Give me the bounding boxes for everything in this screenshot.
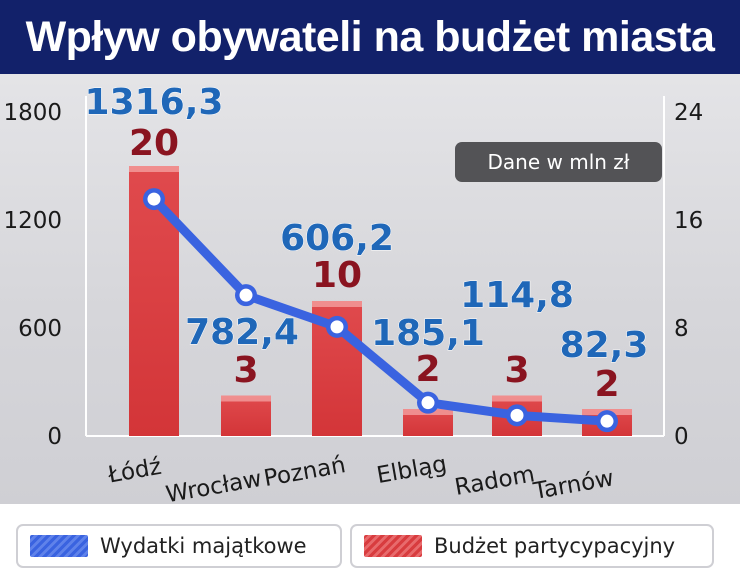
y-right-tick-label: 0	[674, 424, 689, 450]
y-right-tick-label: 16	[674, 208, 703, 234]
line-value-label: 1316,3	[85, 82, 224, 123]
line-value-label: 114,8	[460, 275, 574, 316]
chart-title: Wpływ obywateli na budżet miasta	[25, 12, 715, 61]
line-point-inner	[239, 288, 253, 302]
x-tick-label: Elbląg	[375, 451, 449, 489]
legend-item-line: Wydatki majątkowe	[16, 524, 342, 568]
legend-swatch-bar	[364, 535, 422, 557]
x-tick-label: Tarnów	[531, 465, 616, 505]
legend-label-line: Wydatki majątkowe	[100, 534, 307, 558]
line-value-label: 606,2	[280, 218, 394, 259]
y-left-tick-label: 0	[47, 424, 62, 450]
legend-swatch-line	[30, 535, 88, 557]
line-value-label: 185,1	[371, 313, 485, 354]
bar-value-label: 10	[312, 255, 362, 296]
legend-item-bar: Budżet partycypacyjny	[350, 524, 714, 568]
y-left-tick-label: 600	[18, 316, 62, 342]
y-left-tick-label: 1800	[3, 100, 62, 126]
unit-note-badge: Dane w mln zł	[455, 142, 662, 182]
title-bar: Wpływ obywateli na budżet miasta	[0, 0, 740, 74]
bar-value-label: 3	[233, 350, 258, 391]
bar-highlight	[221, 395, 271, 402]
bar-value-label: 20	[129, 123, 179, 164]
x-tick-label: Poznań	[262, 452, 348, 492]
bar-value-label: 2	[415, 349, 440, 390]
line-series	[149, 194, 612, 426]
line-value-label: 782,4	[185, 312, 299, 353]
line-point-inner	[421, 396, 435, 410]
legend: Wydatki majątkowe Budżet partycypacyjny	[0, 516, 740, 582]
x-tick-label: Wrocław	[164, 466, 264, 508]
bar-highlight	[312, 301, 362, 307]
bar-highlight	[492, 395, 542, 402]
line-point-inner	[330, 320, 344, 334]
bar-value-label: 3	[504, 350, 529, 391]
y-right-tick-label: 24	[674, 100, 703, 126]
bar-value-label: 2	[594, 364, 619, 405]
line-point-inner	[600, 414, 614, 428]
x-tick-label: Radom	[453, 461, 537, 501]
bar-highlight	[129, 166, 179, 172]
y-right-tick-label: 8	[674, 316, 689, 342]
y-left-tick-label: 1200	[3, 208, 62, 234]
line-point-inner	[147, 192, 161, 206]
line-point-inner	[510, 408, 524, 422]
line-value-label: 82,3	[560, 325, 649, 366]
legend-label-bar: Budżet partycypacyjny	[434, 534, 676, 558]
bar	[221, 395, 271, 436]
x-tick-label: Łódź	[105, 454, 163, 489]
